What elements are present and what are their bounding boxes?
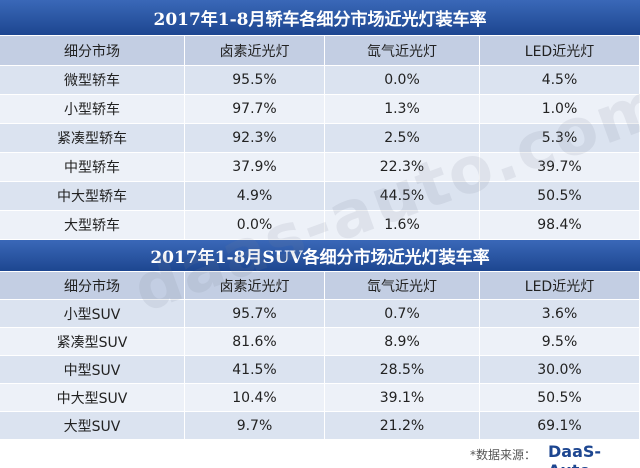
value-cell: 41.5% (185, 356, 325, 384)
source-note: *数据来源： (470, 448, 537, 462)
value-cell: 50.5% (480, 182, 640, 211)
table-title: 2017年1-8月SUV各细分市场近光灯装车率 (0, 240, 640, 272)
row-label: 小型轿车 (0, 95, 185, 124)
value-cell: 0.0% (325, 66, 480, 95)
row-label: 中型SUV (0, 356, 185, 384)
value-cell: 95.5% (185, 66, 325, 95)
value-cell: 9.7% (185, 412, 325, 440)
value-cell: 39.1% (325, 384, 480, 412)
value-cell: 37.9% (185, 153, 325, 182)
header-cell: 细分市场 (0, 272, 185, 300)
table-title: 2017年1-8月轿车各细分市场近光灯装车率 (0, 0, 640, 36)
value-cell: 39.7% (480, 153, 640, 182)
value-cell: 10.4% (185, 384, 325, 412)
header-cell: LED近光灯 (480, 272, 640, 300)
header-cell: 卤素近光灯 (185, 272, 325, 300)
row-label: 中型轿车 (0, 153, 185, 182)
header-cell: 氙气近光灯 (325, 272, 480, 300)
value-cell: 9.5% (480, 328, 640, 356)
value-cell: 3.6% (480, 300, 640, 328)
row-label: 紧凑型轿车 (0, 124, 185, 153)
value-cell: 81.6% (185, 328, 325, 356)
value-cell: 8.9% (325, 328, 480, 356)
value-cell: 0.0% (185, 211, 325, 240)
logo: DaaS-Auto (548, 442, 602, 468)
row-label: 紧凑型SUV (0, 328, 185, 356)
row-label: 小型SUV (0, 300, 185, 328)
value-cell: 1.6% (325, 211, 480, 240)
value-cell: 92.3% (185, 124, 325, 153)
row-label: 大型SUV (0, 412, 185, 440)
value-cell: 28.5% (325, 356, 480, 384)
value-cell: 5.3% (480, 124, 640, 153)
value-cell: 1.3% (325, 95, 480, 124)
header-cell: LED近光灯 (480, 36, 640, 66)
value-cell: 4.9% (185, 182, 325, 211)
value-cell: 44.5% (325, 182, 480, 211)
value-cell: 30.0% (480, 356, 640, 384)
value-cell: 50.5% (480, 384, 640, 412)
value-cell: 95.7% (185, 300, 325, 328)
value-cell: 97.7% (185, 95, 325, 124)
value-cell: 98.4% (480, 211, 640, 240)
value-cell: 1.0% (480, 95, 640, 124)
value-cell: 4.5% (480, 66, 640, 95)
value-cell: 21.2% (325, 412, 480, 440)
header-cell: 细分市场 (0, 36, 185, 66)
value-cell: 22.3% (325, 153, 480, 182)
header-cell: 氙气近光灯 (325, 36, 480, 66)
value-cell: 69.1% (480, 412, 640, 440)
row-label: 微型轿车 (0, 66, 185, 95)
row-label: 中大型SUV (0, 384, 185, 412)
header-cell: 卤素近光灯 (185, 36, 325, 66)
row-label: 中大型轿车 (0, 182, 185, 211)
value-cell: 0.7% (325, 300, 480, 328)
row-label: 大型轿车 (0, 211, 185, 240)
value-cell: 2.5% (325, 124, 480, 153)
